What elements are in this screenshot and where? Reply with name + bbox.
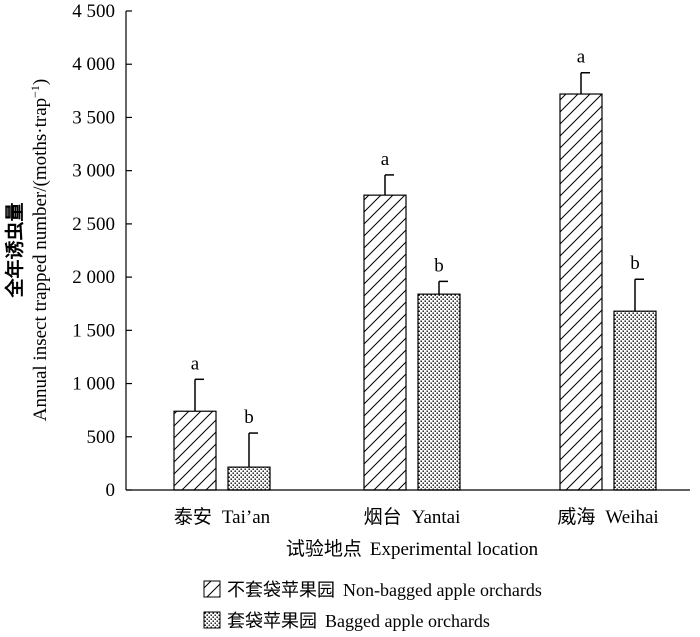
legend-swatch-dots: [203, 611, 221, 629]
bar: [417, 293, 461, 491]
bar: [559, 93, 603, 491]
y-axis-title-cn: 全年诱虫量: [3, 202, 26, 298]
x-category-label: 泰安 Tai’an: [174, 506, 271, 528]
bar: [173, 410, 217, 491]
legend-item-bagged: 套袋苹果园 Bagged apple orchards: [203, 611, 490, 631]
significance-letter: a: [191, 353, 200, 374]
x-category-labels: 泰安 Tai’an 烟台 Yantai 威海 Weihai: [174, 506, 659, 528]
legend-label-non-bagged: 不套袋苹果园 Non-bagged apple orchards: [227, 580, 542, 600]
legend-swatch-hatch: [203, 580, 221, 598]
y-tick-label: 4 500: [72, 1, 115, 22]
x-category-label: 烟台 Yantai: [364, 506, 461, 528]
legend-label-bagged: 套袋苹果园 Bagged apple orchards: [227, 611, 490, 631]
y-tick-label: 3 500: [72, 107, 115, 128]
y-axis: 0 500 1 000 1 500 2 000 2 500 3 000 3 500 4 000 4…: [72, 1, 132, 501]
significance-letter: b: [434, 255, 444, 276]
y-axis-title-en: Annual insect trapped number/(moths·trap…: [28, 79, 51, 422]
y-tick-label: 500: [87, 427, 116, 448]
bars: a a a b b b: [173, 47, 657, 491]
significance-letter: b: [244, 407, 254, 428]
significance-letter: a: [577, 47, 586, 68]
bar: [227, 466, 271, 491]
significance-letter: a: [381, 149, 390, 170]
y-tick-label: 4 000: [72, 54, 115, 75]
y-tick-label: 2 000: [72, 267, 115, 288]
y-tick-label: 1 000: [72, 374, 115, 395]
legend-item-non-bagged: 不套袋苹果园 Non-bagged apple orchards: [203, 580, 542, 600]
y-tick-label: 3 000: [72, 161, 115, 182]
x-category-label: 威海 Weihai: [557, 506, 658, 528]
y-ticks: 0 500 1 000 1 500 2 000 2 500 3 000 3 500 4 000 4…: [72, 1, 132, 501]
y-tick-label: 1 500: [72, 320, 115, 341]
y-tick-label: 2 500: [72, 214, 115, 235]
legend: 不套袋苹果园 Non-bagged apple orchards 套袋苹果园 Bag…: [203, 580, 542, 631]
x-axis-title: 试验地点 Experimental location: [286, 538, 539, 560]
significance-letter: b: [630, 253, 640, 274]
bar: [363, 194, 407, 491]
bar: [613, 310, 657, 491]
y-tick-label: 0: [106, 480, 116, 501]
